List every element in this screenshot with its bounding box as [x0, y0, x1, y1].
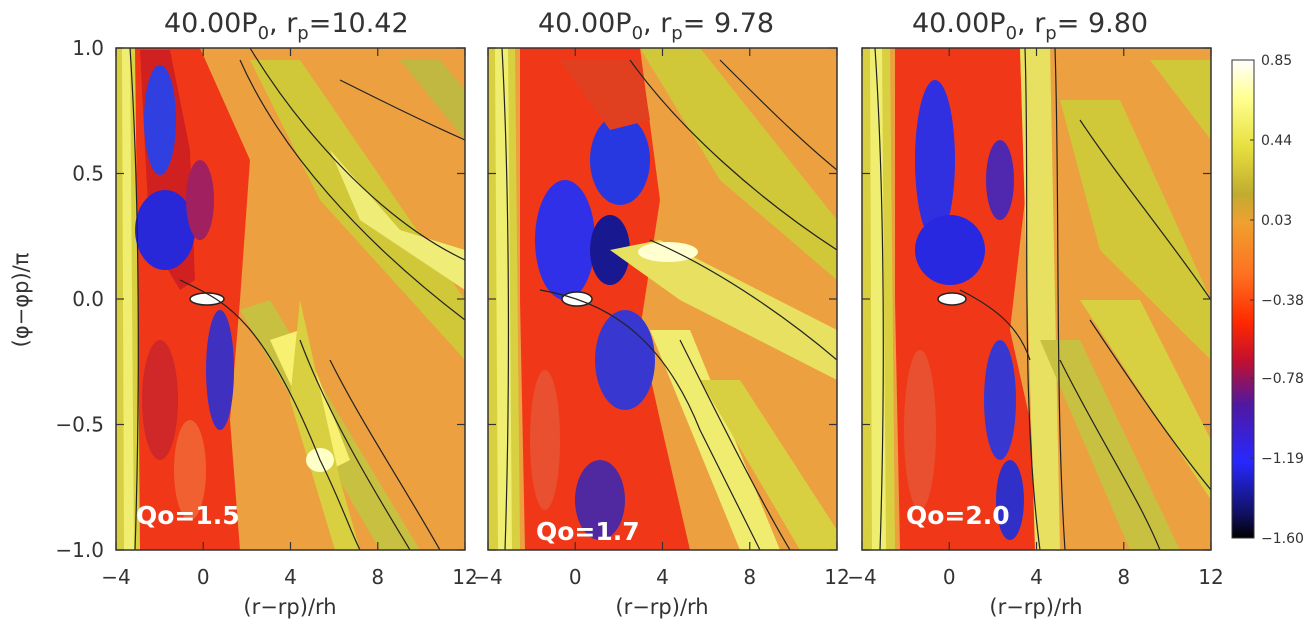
x-axis-label-1: (r−rp)/rh — [243, 595, 336, 619]
x-tick-label: 0 — [943, 565, 956, 589]
x-tick-label: −4 — [847, 565, 876, 589]
panel-3: 40.00P0, rp= 9.80 Qo — [861, 8, 1212, 551]
x-tick-label: 12 — [824, 565, 849, 589]
panel-3-annotation: Qo=2.0 — [906, 501, 1010, 530]
panel-2-annotation: Qo=1.7 — [536, 517, 640, 546]
y-axis-label: (φ−φp)/π — [9, 252, 33, 347]
x-tick-label: 4 — [656, 565, 669, 589]
x-ticks: −4 0 4 8 12−4 0 4 8 12−4 0 4 8 12 — [101, 48, 1224, 589]
y-tick-label: −0.5 — [55, 413, 104, 437]
panel-1-title: 40.00P0, rp=10.42 — [164, 8, 409, 44]
colorbar-scale — [1231, 59, 1255, 539]
colorbar-tick-label: −0.38 — [1261, 293, 1304, 309]
colorbar: 0.85 0.44 0.03 −0.38 −0.78 −1.19 −1.60 — [1231, 53, 1304, 547]
colorbar-ticks: 0.85 0.44 0.03 −0.38 −0.78 −1.19 −1.60 — [1250, 53, 1304, 547]
x-tick-label: 12 — [1198, 565, 1223, 589]
y-tick-label: 0.0 — [72, 287, 104, 311]
x-tick-label: 4 — [284, 565, 297, 589]
panel-2: 40.00P0, rp= 9.78 Qo — [487, 8, 838, 551]
x-tick-label: 8 — [1117, 565, 1130, 589]
panel-3-field — [862, 48, 1211, 550]
y-tick-label: 1.0 — [72, 36, 104, 60]
colorbar-tick-label: 0.85 — [1261, 53, 1292, 69]
x-tick-label: −4 — [101, 565, 130, 589]
x-axis-label-3: (r−rp)/rh — [989, 595, 1082, 619]
panel-1-field — [116, 48, 465, 550]
panel-1-annotation: Qo=1.5 — [136, 501, 240, 530]
panel-2-field — [488, 48, 837, 550]
panel-3-title: 40.00P0, rp= 9.80 — [912, 8, 1148, 44]
panel-1: 40.00P0, rp=10.42 — [115, 8, 466, 551]
y-tick-label: 0.5 — [72, 162, 104, 186]
colorbar-tick-label: −0.78 — [1261, 371, 1304, 387]
panel-2-title: 40.00P0, rp= 9.78 — [538, 8, 774, 44]
x-tick-label: −4 — [473, 565, 502, 589]
x-axis-label-2: (r−rp)/rh — [615, 595, 708, 619]
x-tick-label: 0 — [569, 565, 582, 589]
x-tick-label: 8 — [371, 565, 384, 589]
colorbar-tick-label: −1.19 — [1261, 451, 1304, 467]
y-tick-label: −1.0 — [55, 538, 104, 562]
colorbar-tick-label: 0.03 — [1261, 213, 1292, 229]
x-tick-label: 0 — [197, 565, 210, 589]
y-ticks: 1.0 0.5 0.0 −0.5 −1.0 — [55, 36, 1211, 562]
colorbar-tick-label: −1.60 — [1261, 531, 1304, 547]
x-tick-label: 8 — [743, 565, 756, 589]
x-tick-label: 4 — [1030, 565, 1043, 589]
colorbar-tick-label: 0.44 — [1261, 133, 1292, 149]
x-tick-label: 12 — [452, 565, 477, 589]
